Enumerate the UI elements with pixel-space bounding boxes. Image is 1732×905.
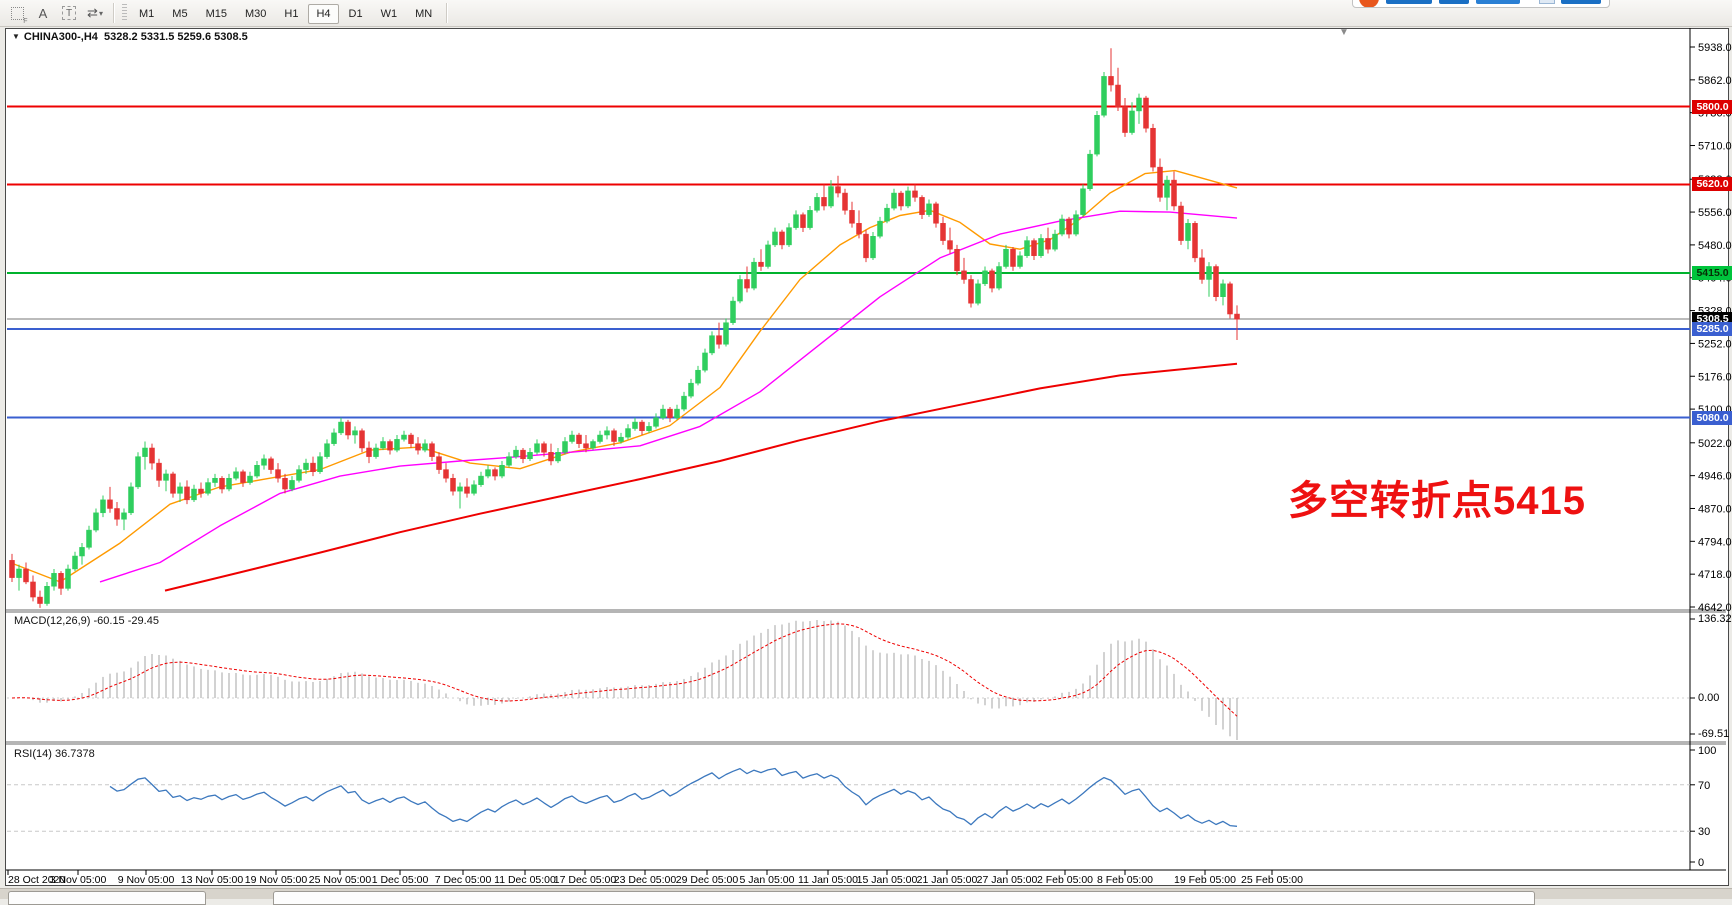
taskbar-item[interactable] [273, 891, 1535, 905]
timeframe-button-mn[interactable]: MN [415, 8, 433, 20]
logo-text-icon [1561, 0, 1601, 4]
broker-logo [1352, 0, 1610, 8]
chart-annotation-text: 多空转折点5415 [1288, 479, 1586, 523]
chart-grid-icon[interactable] [6, 3, 28, 25]
timeframe-button-d1[interactable]: D1 [348, 8, 363, 20]
taskbar-item[interactable] [8, 891, 206, 905]
timeframe-button-w1[interactable]: W1 [380, 8, 398, 20]
logo-text-icon [1476, 0, 1520, 4]
toolbar-separator [446, 3, 448, 23]
timeframe-button-h1[interactable]: H1 [284, 8, 299, 20]
macd-indicator-label: MACD(12,26,9) -60.15 -29.45 [14, 615, 159, 627]
logo-text-icon [1386, 0, 1432, 4]
collapse-arrow-icon[interactable]: ▼ [12, 32, 20, 41]
bottom-taskbar-strip [0, 888, 1732, 905]
price-badge-5620.0: 5620.0 [1692, 177, 1732, 192]
logo-text-icon [1439, 0, 1469, 4]
price-badge-5800.0: 5800.0 [1692, 99, 1732, 114]
quote-ohlc: 5328.2 5331.5 5259.6 5308.5 [104, 31, 248, 43]
price-badge-5080.0: 5080.0 [1692, 410, 1732, 425]
chart-shift-marker-icon[interactable]: ▼ [1339, 27, 1349, 38]
dropdown-caret-icon[interactable]: ▾ [98, 8, 103, 18]
timeframe-button-h4[interactable]: H4 [308, 4, 339, 24]
price-badge-5285.0: 5285.0 [1692, 322, 1732, 337]
toolbar-grip[interactable] [122, 4, 127, 22]
rsi-value: 36.7378 [54, 748, 95, 760]
text-box-icon[interactable]: T [58, 3, 80, 23]
timeframe-group: M1 M5 M15 M30 H1 H4 D1 W1 MN [130, 4, 441, 24]
symbol-title: ▼ CHINA300-,H4 5328.2 5331.5 5259.6 5308.… [12, 31, 248, 43]
macd-signal-value: -29.45 [127, 615, 159, 627]
text-label-icon[interactable]: A [38, 5, 48, 21]
macd-main-value: -60.15 [93, 615, 125, 627]
chart-window[interactable] [5, 28, 1729, 886]
timeframe-button-m30[interactable]: M30 [244, 8, 267, 20]
timeframe-button-m5[interactable]: M5 [172, 8, 188, 20]
rsi-indicator-label: RSI(14) 36.7378 [14, 748, 95, 760]
toolbar: A T ⇄▾ M1 M5 M15 M30 H1 H4 D1 W1 MN [0, 0, 1732, 27]
swap-symbols-icon[interactable]: ⇄ ▾ [87, 5, 103, 20]
timeframe-button-m15[interactable]: M15 [205, 8, 227, 20]
logo-square-icon [1539, 0, 1555, 4]
price-badge-5415.0: 5415.0 [1692, 265, 1732, 280]
logo-orange-icon [1359, 0, 1379, 7]
toolbar-separator [113, 3, 114, 23]
timeframe-button-m1[interactable]: M1 [139, 8, 155, 20]
